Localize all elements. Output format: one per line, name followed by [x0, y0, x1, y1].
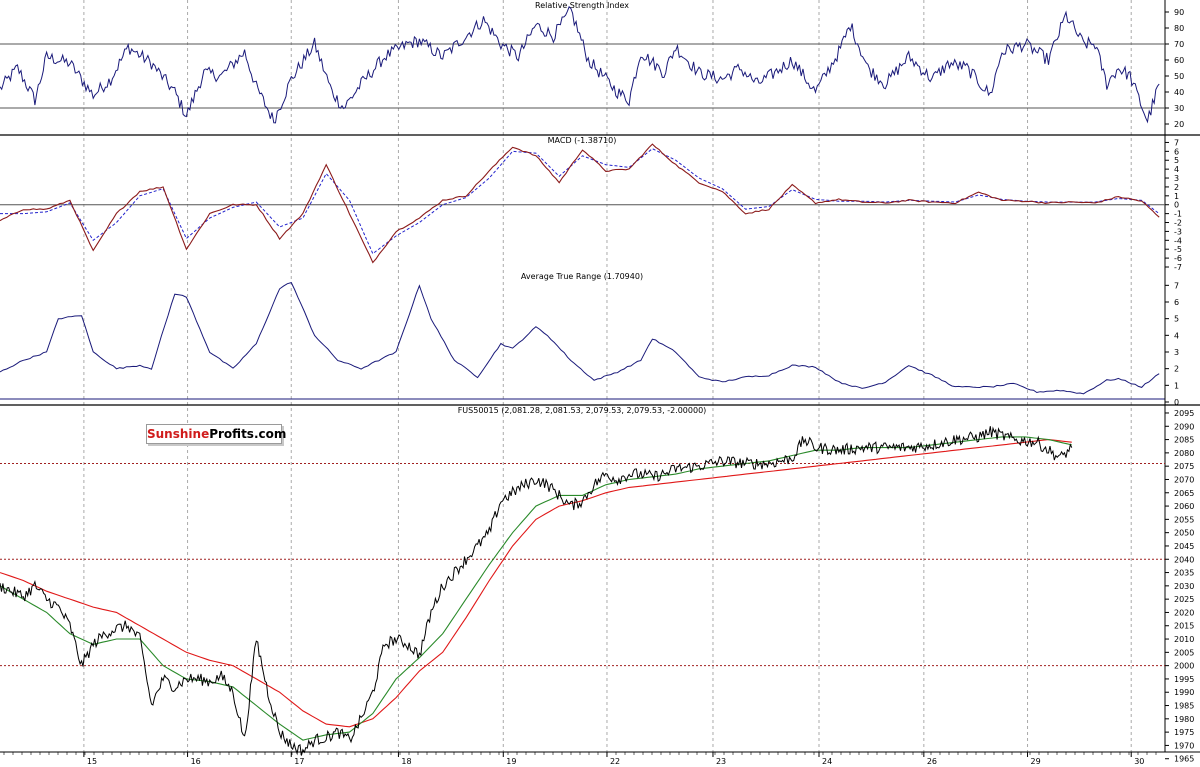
- x-tick-label-1: 16: [191, 757, 201, 766]
- y-tick-label-0-4: 60: [1174, 56, 1184, 65]
- x-tick-label-5: 22: [610, 757, 620, 766]
- y-tick-label-3-21: 2065: [1174, 489, 1194, 498]
- y-tick-label-3-26: 2090: [1174, 422, 1194, 431]
- y-tick-label-3-27: 2095: [1174, 409, 1194, 418]
- y-tick-label-3-19: 2055: [1174, 515, 1194, 524]
- y-tick-label-1-12: 5: [1174, 156, 1179, 165]
- y-tick-label-2-2: 2: [1174, 365, 1179, 374]
- y-tick-label-2-1: 1: [1174, 381, 1179, 390]
- y-tick-label-2-5: 5: [1174, 315, 1179, 324]
- y-tick-label-2-6: 6: [1174, 298, 1179, 307]
- y-tick-label-1-7: 0: [1174, 201, 1179, 210]
- atr-line: [0, 282, 1160, 395]
- x-tick-label-6: 23: [716, 757, 726, 766]
- y-tick-label-1-5: -2: [1174, 219, 1182, 228]
- y-tick-label-0-3: 50: [1174, 72, 1184, 81]
- y-tick-label-3-8: 2000: [1174, 662, 1194, 671]
- y-tick-label-3-13: 2025: [1174, 595, 1194, 604]
- y-tick-label-3-3: 1975: [1174, 728, 1194, 737]
- y-tick-label-3-18: 2050: [1174, 529, 1194, 538]
- y-tick-label-0-5: 70: [1174, 40, 1184, 49]
- logo-part-sunshine: Sunshine: [147, 427, 210, 441]
- panel-title-2: Average True Range (1.70940): [521, 272, 643, 281]
- x-tick-label-4: 19: [506, 757, 516, 766]
- y-tick-label-2-0: 0: [1174, 398, 1179, 407]
- y-tick-label-3-7: 1995: [1174, 675, 1194, 684]
- y-tick-label-0-7: 90: [1174, 8, 1184, 17]
- y-tick-label-0-0: 20: [1174, 120, 1184, 129]
- y-tick-label-3-25: 2085: [1174, 436, 1194, 445]
- y-tick-label-3-10: 2010: [1174, 635, 1194, 644]
- y-tick-label-1-9: 2: [1174, 183, 1179, 192]
- x-tick-label-3: 18: [401, 757, 411, 766]
- moving-average-short: [0, 436, 1072, 741]
- y-tick-label-2-4: 4: [1174, 331, 1179, 340]
- x-tick-label-10: 30: [1134, 757, 1144, 766]
- y-tick-label-0-2: 40: [1174, 88, 1184, 97]
- y-tick-label-3-6: 1990: [1174, 688, 1194, 697]
- moving-average-long: [0, 439, 1072, 728]
- y-tick-label-3-12: 2020: [1174, 608, 1194, 617]
- y-tick-label-3-11: 2015: [1174, 622, 1194, 631]
- y-tick-label-1-6: -1: [1174, 210, 1182, 219]
- y-tick-label-1-4: -3: [1174, 227, 1182, 236]
- y-tick-label-0-1: 30: [1174, 104, 1184, 113]
- y-tick-label-1-11: 4: [1174, 165, 1179, 174]
- y-tick-label-3-20: 2060: [1174, 502, 1194, 511]
- y-tick-label-3-16: 2040: [1174, 555, 1194, 564]
- x-tick-label-9: 29: [1031, 757, 1041, 766]
- price-line: [0, 426, 1073, 756]
- x-tick-label-7: 24: [822, 757, 832, 766]
- panel-title-0: Relative Strength Index: [535, 1, 629, 10]
- y-tick-label-1-10: 3: [1174, 174, 1179, 183]
- logo-part-profits: Profits.com: [209, 427, 287, 441]
- y-tick-label-2-3: 3: [1174, 348, 1179, 357]
- y-tick-label-3-15: 2035: [1174, 569, 1194, 578]
- panel-title-3: FUS50015 (2,081.28, 2,081.53, 2,079.53, …: [458, 406, 707, 415]
- panel-title-1: MACD (-1.38710): [548, 136, 617, 145]
- y-tick-label-1-8: 1: [1174, 192, 1179, 201]
- macd-line: [0, 143, 1160, 264]
- y-tick-label-1-0: -7: [1174, 263, 1182, 272]
- x-tick-label-8: 26: [927, 757, 937, 766]
- y-tick-label-1-1: -6: [1174, 254, 1182, 263]
- y-tick-label-3-9: 2005: [1174, 648, 1194, 657]
- y-tick-label-3-5: 1985: [1174, 702, 1194, 711]
- y-tick-label-1-13: 6: [1174, 147, 1179, 156]
- y-tick-label-3-4: 1980: [1174, 715, 1194, 724]
- x-tick-label-0: 15: [87, 757, 97, 766]
- y-tick-label-3-14: 2030: [1174, 582, 1194, 591]
- y-tick-label-3-1: 1965: [1174, 755, 1194, 764]
- y-tick-label-0-6: 80: [1174, 24, 1184, 33]
- y-tick-label-3-17: 2045: [1174, 542, 1194, 551]
- y-tick-label-1-14: 7: [1174, 138, 1179, 147]
- macd-signal-line: [0, 148, 1160, 255]
- y-tick-label-1-3: -4: [1174, 236, 1182, 245]
- y-tick-label-3-24: 2080: [1174, 449, 1194, 458]
- y-tick-label-3-23: 2075: [1174, 462, 1194, 471]
- y-tick-label-2-7: 7: [1174, 281, 1179, 290]
- sunshine-profits-logo: SunshineProfits.com: [146, 424, 286, 444]
- y-tick-label-1-2: -5: [1174, 245, 1182, 254]
- y-tick-label-3-22: 2070: [1174, 475, 1194, 484]
- x-tick-label-2: 17: [294, 757, 304, 766]
- rsi-line: [0, 5, 1160, 124]
- y-tick-label-3-2: 1970: [1174, 741, 1194, 750]
